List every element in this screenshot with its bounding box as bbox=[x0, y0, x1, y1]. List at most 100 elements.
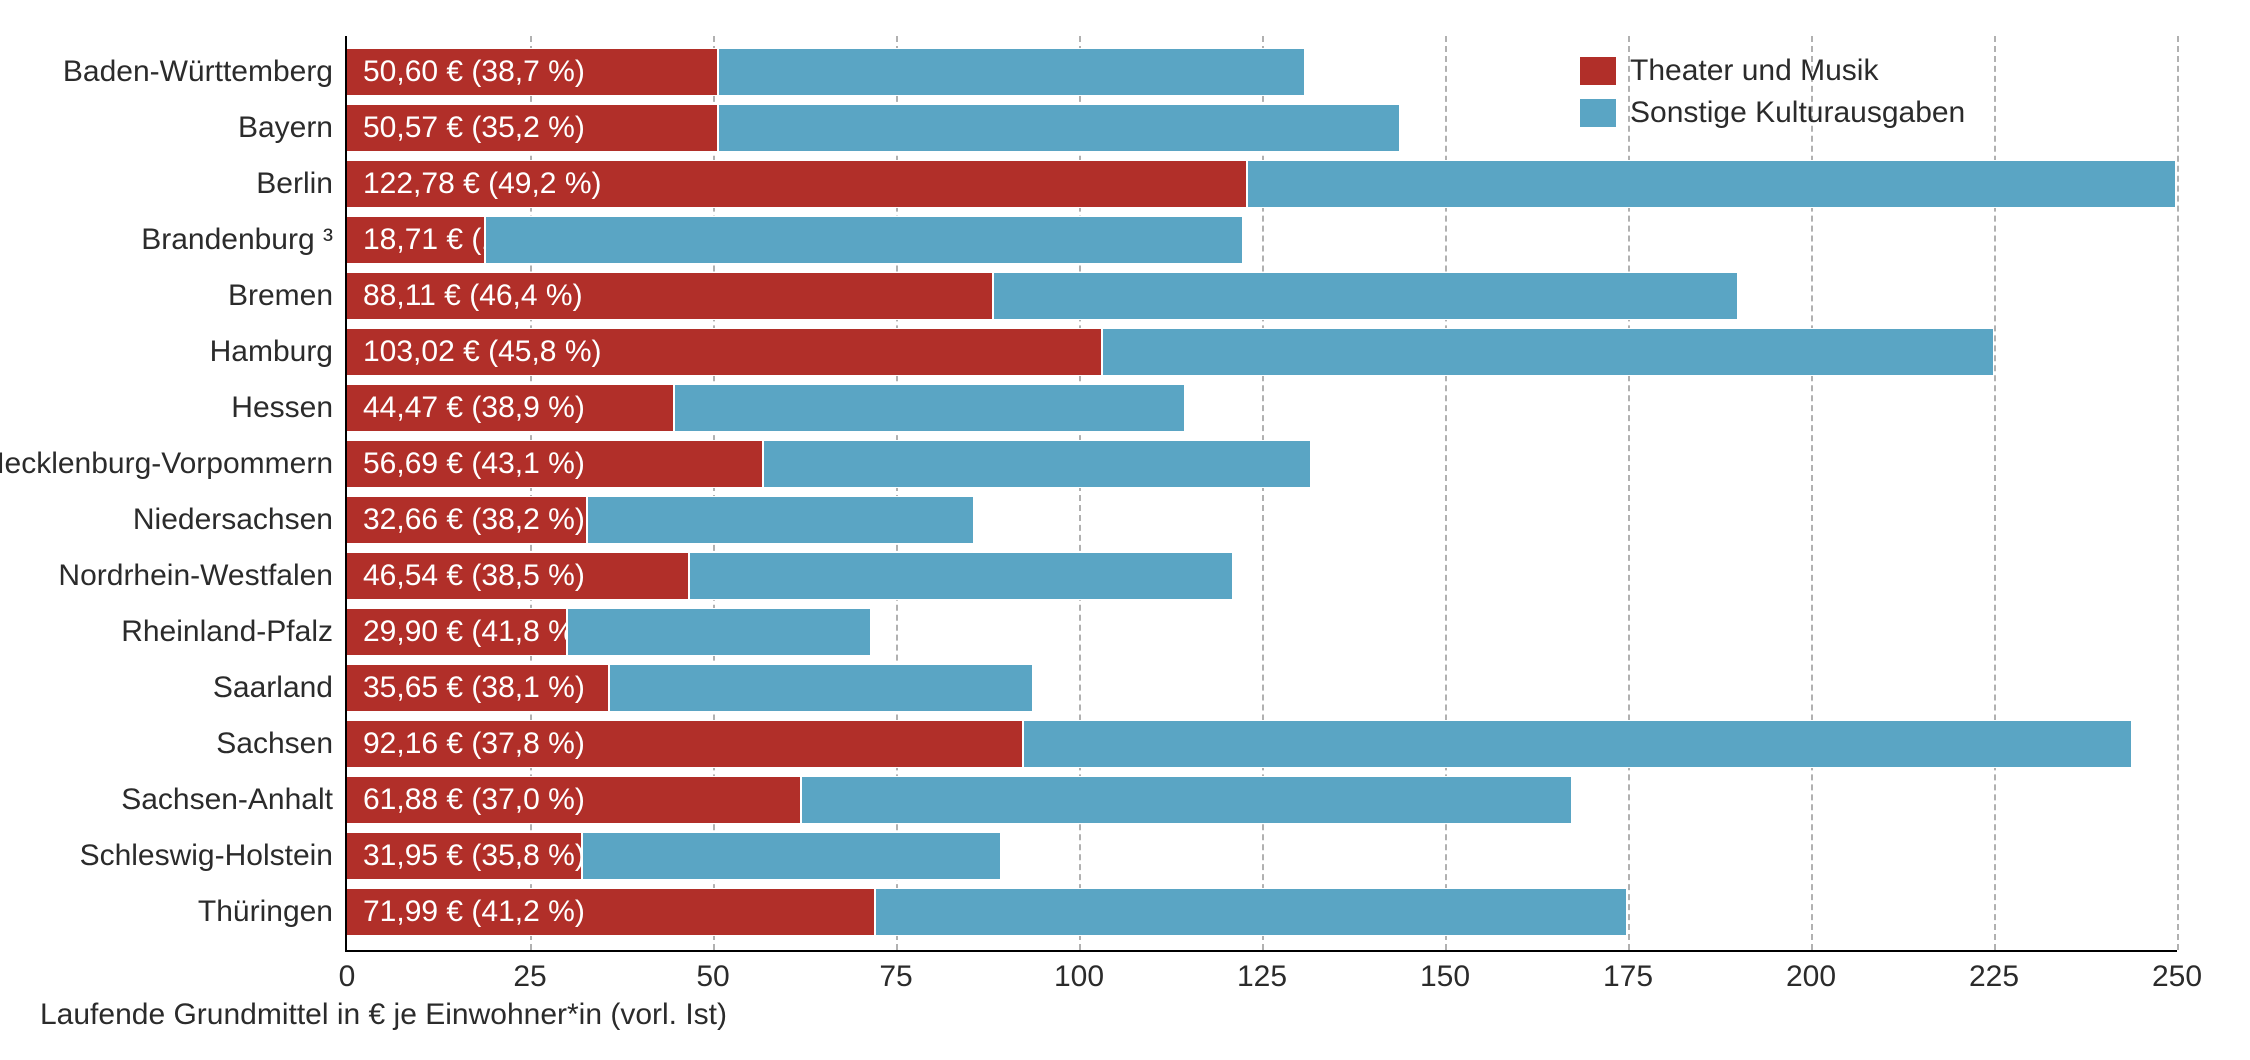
segment-value-label: 56,69 € (43,1 %) bbox=[363, 447, 585, 481]
segment-sonstige bbox=[1101, 328, 1993, 376]
segment-sonstige bbox=[484, 216, 1242, 264]
segment-sonstige bbox=[581, 832, 1000, 880]
bar-row: 122,78 € (49,2 %) bbox=[347, 160, 2175, 208]
x-tick-label: 150 bbox=[1420, 960, 1470, 994]
x-tick-label: 25 bbox=[513, 960, 546, 994]
segment-theater: 103,02 € (45,8 %) bbox=[347, 328, 1101, 376]
segment-theater: 44,47 € (38,9 %) bbox=[347, 384, 673, 432]
category-label: Rheinland-Pfalz bbox=[121, 615, 347, 649]
segment-value-label: 44,47 € (38,9 %) bbox=[363, 391, 585, 425]
category-label: Mecklenburg-Vorpommern bbox=[0, 447, 347, 481]
segment-value-label: 50,57 € (35,2 %) bbox=[363, 111, 585, 145]
bar-row: 50,57 € (35,2 %) bbox=[347, 104, 1399, 152]
category-label: Thüringen bbox=[198, 895, 347, 929]
segment-sonstige bbox=[673, 384, 1185, 432]
legend: Theater und Musik Sonstige Kulturausgaben bbox=[1580, 54, 1965, 138]
segment-value-label: 92,16 € (37,8 %) bbox=[363, 727, 585, 761]
segment-theater: 29,90 € (41,8 %) bbox=[347, 608, 566, 656]
legend-label: Sonstige Kulturausgaben bbox=[1630, 96, 1965, 130]
category-label: Baden-Württemberg bbox=[63, 55, 347, 89]
segment-theater: 31,95 € (35,8 %) bbox=[347, 832, 581, 880]
segment-sonstige bbox=[566, 608, 871, 656]
x-tick-label: 100 bbox=[1054, 960, 1104, 994]
x-tick-label: 175 bbox=[1603, 960, 1653, 994]
segment-value-label: 122,78 € (49,2 %) bbox=[363, 167, 602, 201]
bar-row: 88,11 € (46,4 %) bbox=[347, 272, 1737, 320]
bar-row: 44,47 € (38,9 %) bbox=[347, 384, 1184, 432]
x-tick-label: 225 bbox=[1969, 960, 2019, 994]
bar-row: 46,54 € (38,5 %) bbox=[347, 552, 1232, 600]
segment-sonstige bbox=[717, 104, 1398, 152]
category-label: Berlin bbox=[256, 167, 347, 201]
bar-row: 18,71 € (15,3 %) bbox=[347, 216, 1242, 264]
segment-sonstige bbox=[688, 552, 1232, 600]
category-label: Hamburg bbox=[210, 335, 347, 369]
segment-theater: 50,60 € (38,7 %) bbox=[347, 48, 717, 96]
category-label: Saarland bbox=[213, 671, 347, 705]
segment-value-label: 103,02 € (45,8 %) bbox=[363, 335, 602, 369]
segment-value-label: 35,65 € (38,1 %) bbox=[363, 671, 585, 705]
category-label: Nordrhein-Westfalen bbox=[58, 559, 347, 593]
bar-row: 103,02 € (45,8 %) bbox=[347, 328, 1993, 376]
category-label: Brandenburg ³ bbox=[141, 223, 347, 257]
legend-swatch bbox=[1580, 57, 1616, 85]
segment-theater: 32,66 € (38,2 %) bbox=[347, 496, 586, 544]
segment-value-label: 61,88 € (37,0 %) bbox=[363, 783, 585, 817]
segment-sonstige bbox=[586, 496, 972, 544]
segment-theater: 122,78 € (49,2 %) bbox=[347, 160, 1246, 208]
legend-label: Theater und Musik bbox=[1630, 54, 1878, 88]
category-label: Sachsen bbox=[216, 727, 347, 761]
x-tick-label: 125 bbox=[1237, 960, 1287, 994]
x-tick-label: 75 bbox=[879, 960, 912, 994]
bar-row: 35,65 € (38,1 %) bbox=[347, 664, 1032, 712]
category-label: Bremen bbox=[228, 279, 347, 313]
segment-sonstige bbox=[800, 776, 1572, 824]
segment-theater: 71,99 € (41,2 %) bbox=[347, 888, 874, 936]
bar-row: 61,88 € (37,0 %) bbox=[347, 776, 1571, 824]
segment-value-label: 29,90 € (41,8 %) bbox=[363, 615, 585, 649]
gridline bbox=[2177, 36, 2179, 950]
category-label: Niedersachsen bbox=[133, 503, 347, 537]
bar-row: 50,60 € (38,7 %) bbox=[347, 48, 1304, 96]
segment-value-label: 32,66 € (38,2 %) bbox=[363, 503, 585, 537]
bar-row: 29,90 € (41,8 %) bbox=[347, 608, 870, 656]
segment-theater: 92,16 € (37,8 %) bbox=[347, 720, 1022, 768]
stacked-bar-chart: 0 25 50 75 100 125 150 175 200 225 250 Baden-Württe… bbox=[0, 0, 2250, 1060]
segment-sonstige bbox=[1022, 720, 2131, 768]
x-axis-title: Laufende Grundmittel in € je Einwohner*i… bbox=[40, 998, 727, 1032]
segment-theater: 61,88 € (37,0 %) bbox=[347, 776, 800, 824]
category-label: Sachsen-Anhalt bbox=[121, 783, 347, 817]
segment-value-label: 71,99 € (41,2 %) bbox=[363, 895, 585, 929]
segment-sonstige bbox=[992, 272, 1737, 320]
segment-value-label: 50,60 € (38,7 %) bbox=[363, 55, 585, 89]
bar-row: 71,99 € (41,2 %) bbox=[347, 888, 1626, 936]
segment-theater: 88,11 € (46,4 %) bbox=[347, 272, 992, 320]
segment-value-label: 31,95 € (35,8 %) bbox=[363, 839, 585, 873]
segment-theater: 46,54 € (38,5 %) bbox=[347, 552, 688, 600]
segment-sonstige bbox=[874, 888, 1626, 936]
bar-row: 92,16 € (37,8 %) bbox=[347, 720, 2131, 768]
x-tick-label: 250 bbox=[2152, 960, 2202, 994]
x-tick-label: 200 bbox=[1786, 960, 1836, 994]
segment-sonstige bbox=[1246, 160, 2175, 208]
bar-row: 56,69 € (43,1 %) bbox=[347, 440, 1310, 488]
legend-swatch bbox=[1580, 99, 1616, 127]
segment-value-label: 46,54 € (38,5 %) bbox=[363, 559, 585, 593]
segment-theater: 35,65 € (38,1 %) bbox=[347, 664, 608, 712]
bar-row: 32,66 € (38,2 %) bbox=[347, 496, 973, 544]
x-tick-label: 0 bbox=[339, 960, 356, 994]
bar-row: 31,95 € (35,8 %) bbox=[347, 832, 1000, 880]
segment-theater: 50,57 € (35,2 %) bbox=[347, 104, 717, 152]
legend-item: Theater und Musik bbox=[1580, 54, 1965, 88]
category-label: Bayern bbox=[238, 111, 347, 145]
segment-theater: 18,71 € (15,3 %) bbox=[347, 216, 484, 264]
legend-item: Sonstige Kulturausgaben bbox=[1580, 96, 1965, 130]
segment-theater: 56,69 € (43,1 %) bbox=[347, 440, 762, 488]
segment-sonstige bbox=[717, 48, 1304, 96]
segment-value-label: 88,11 € (46,4 %) bbox=[363, 279, 583, 313]
plot-area: 0255075100125150175200225250Baden-Württe… bbox=[345, 36, 2177, 952]
category-label: Hessen bbox=[231, 391, 347, 425]
x-tick-label: 50 bbox=[696, 960, 729, 994]
segment-sonstige bbox=[762, 440, 1310, 488]
category-label: Schleswig-Holstein bbox=[80, 839, 347, 873]
